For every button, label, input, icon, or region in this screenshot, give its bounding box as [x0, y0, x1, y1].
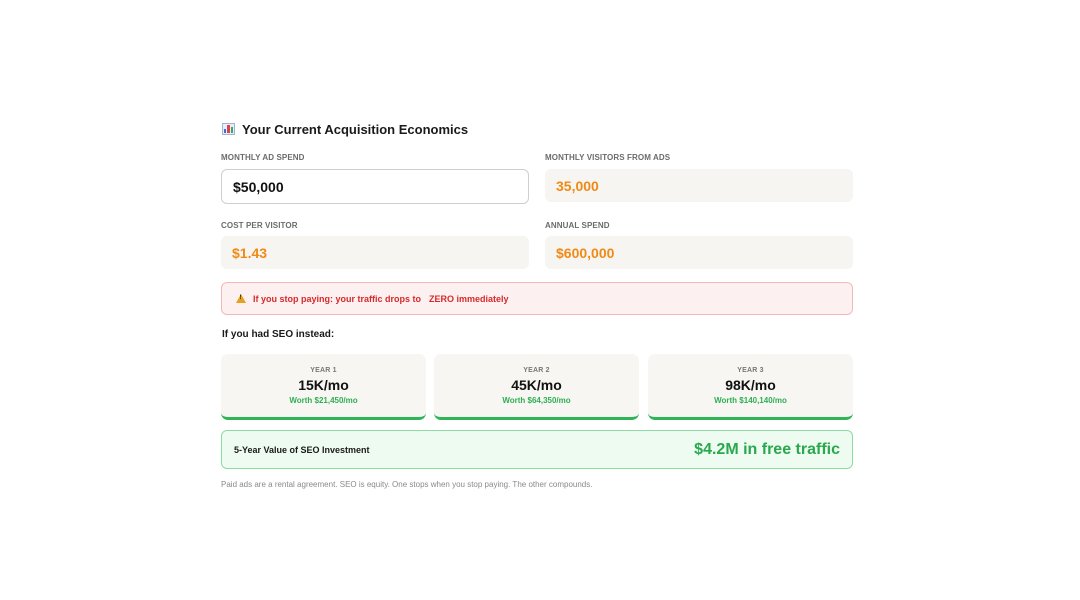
- five-year-value-label: 5-Year Value of SEO Investment: [234, 444, 370, 455]
- warning-icon: [236, 294, 246, 303]
- year-worth: Worth $21,450/mo: [289, 395, 358, 405]
- year-traffic: 15K/mo: [298, 376, 349, 393]
- year-label: YEAR 1: [310, 366, 337, 374]
- seo-heading: If you had SEO instead:: [222, 329, 335, 340]
- year-label: YEAR 2: [523, 366, 550, 374]
- year-label: YEAR 3: [737, 366, 764, 374]
- year-worth: Worth $140,140/mo: [714, 395, 787, 405]
- monthly-ad-spend-label: MONTHLY AD SPEND: [221, 153, 305, 162]
- bar-chart-icon: [222, 123, 235, 135]
- annual-spend-value: $600,000: [545, 236, 853, 269]
- monthly-visitors-value: 35,000: [545, 169, 853, 202]
- year-traffic: 98K/mo: [725, 376, 776, 393]
- section-title-text: Your Current Acquisition Economics: [242, 121, 469, 137]
- monthly-visitors-label: MONTHLY VISITORS FROM ADS: [545, 153, 671, 162]
- year-traffic: 45K/mo: [511, 376, 562, 393]
- monthly-ad-spend-input[interactable]: [221, 169, 529, 204]
- traffic-warning-alert: If you stop paying: your traffic drops t…: [221, 282, 853, 315]
- year-card: YEAR 2 45K/mo Worth $64,350/mo: [434, 354, 639, 420]
- alert-emphasis: ZERO immediately: [429, 293, 509, 304]
- cost-per-visitor-label: COST PER VISITOR: [221, 221, 298, 230]
- year-card: YEAR 3 98K/mo Worth $140,140/mo: [648, 354, 853, 420]
- year-card: YEAR 1 15K/mo Worth $21,450/mo: [221, 354, 426, 420]
- cost-per-visitor-value: $1.43: [221, 236, 529, 269]
- five-year-value-bar: 5-Year Value of SEO Investment $4.2M in …: [221, 430, 853, 469]
- annual-spend-label: ANNUAL SPEND: [545, 221, 610, 230]
- section-title: Your Current Acquisition Economics: [222, 120, 468, 138]
- alert-text: If you stop paying: your traffic drops t…: [253, 293, 422, 304]
- year-worth: Worth $64,350/mo: [502, 395, 571, 405]
- footnote: Paid ads are a rental agreement. SEO is …: [221, 480, 593, 489]
- five-year-value-amount: $4.2M in free traffic: [694, 440, 840, 458]
